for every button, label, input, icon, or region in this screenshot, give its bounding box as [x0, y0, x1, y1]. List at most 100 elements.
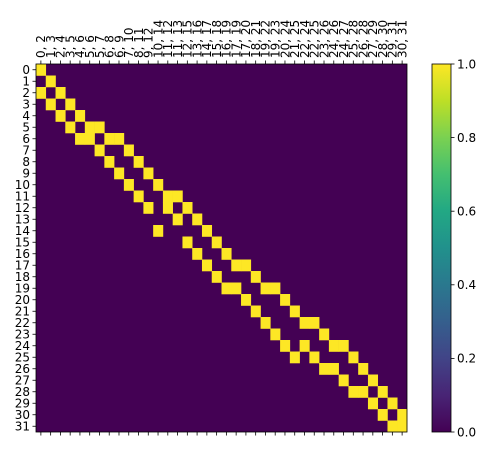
heatmap-cell [250, 305, 261, 318]
y-tick-label: 17 [15, 259, 30, 273]
heatmap-cell [201, 225, 213, 237]
y-tick-label: 12 [15, 201, 30, 215]
heatmap-cell [241, 294, 252, 306]
heatmap-cell [114, 133, 125, 145]
heatmap-cell [36, 64, 47, 76]
x-tick-label: 24, 26 [327, 20, 341, 58]
x-tick-label: 17, 20 [239, 20, 253, 58]
heatmap-cell [338, 374, 349, 387]
heatmap-cell [75, 133, 86, 145]
heatmap-cell [299, 317, 310, 329]
heatmap-cell [143, 202, 154, 214]
x-tick-label: 8, 11 [132, 27, 146, 58]
y-tick-label: 11 [15, 190, 30, 204]
x-tick-label: 10, 14 [151, 20, 165, 58]
heatmap-cell [358, 386, 369, 398]
heatmap-cell [104, 156, 115, 168]
heatmap-cell [84, 133, 95, 145]
y-tick-label: 5 [22, 121, 30, 135]
x-tick-label: 23, 26 [317, 20, 331, 58]
heatmap-cell [114, 167, 125, 180]
heatmap-cell [65, 121, 76, 134]
x-tick-label: 9, 12 [142, 27, 156, 58]
colorbar-ticks: 0.0 0.2 0.4 0.6 0.8 1.0 [451, 57, 476, 439]
x-tick-label: 28, 30 [376, 20, 390, 58]
x-tick-label: 17, 19 [229, 20, 243, 58]
x-tick-label: 22, 24 [298, 20, 312, 58]
x-axis-top: 0, 21, 32, 43, 54, 65, 65, 76, 86, 97, 1… [34, 20, 409, 64]
x-tick-label: 16, 19 [220, 20, 234, 58]
x-tick-label: 7, 10 [122, 27, 136, 58]
heatmap-cell [221, 282, 232, 295]
y-tick-label: 3 [22, 98, 30, 112]
y-tick-label: 0 [22, 63, 30, 77]
heatmap-cell [260, 282, 271, 295]
heatmap-cells [36, 64, 408, 433]
heatmap-cell [36, 87, 47, 99]
heatmap-cell [45, 75, 56, 88]
heatmap-cell [348, 386, 359, 398]
heatmap-cell [289, 351, 300, 364]
heatmap-cell [309, 351, 320, 364]
y-axis: 0123456789101112131415161718192021222324… [15, 63, 36, 434]
heatmap-cell [367, 374, 379, 387]
heatmap-cell [231, 282, 242, 295]
heatmap-cell [270, 328, 281, 341]
heatmap-cell [280, 340, 291, 352]
x-tick-label: 15, 18 [210, 20, 224, 58]
x-tick-label: 12, 15 [181, 20, 195, 58]
x-tick-label: 25, 28 [347, 20, 361, 58]
heatmap-cell [328, 363, 339, 375]
colorbar-tick-label: 0.0 [457, 425, 476, 439]
heatmap-cell [289, 305, 300, 318]
heatmap-cell [319, 328, 330, 341]
y-tick-label: 15 [15, 236, 30, 250]
y-tick-label: 27 [15, 374, 30, 388]
heatmap-cell [143, 167, 154, 180]
y-tick-label: 24 [15, 339, 30, 353]
heatmap-cell [377, 409, 388, 421]
x-tick-label: 29, 31 [386, 20, 400, 58]
y-tick-label: 2 [22, 86, 30, 100]
heatmap-cell [123, 144, 134, 157]
y-tick-label: 30 [15, 408, 30, 422]
heatmap-cell [211, 271, 222, 283]
x-tick-label: 13, 16 [190, 20, 204, 58]
y-tick-label: 14 [15, 224, 30, 238]
x-tick-label: 6, 8 [103, 35, 117, 58]
heatmap-cell [367, 397, 379, 410]
colorbar-gradient [432, 64, 451, 432]
heatmap-cell [377, 386, 388, 398]
y-tick-label: 26 [15, 362, 30, 376]
x-tick-label: 24, 27 [337, 20, 351, 58]
x-tick-label: 5, 6 [83, 35, 97, 58]
x-tick-label: 20, 24 [278, 20, 292, 58]
y-tick-label: 16 [15, 247, 30, 261]
x-tick-label: 2, 4 [54, 35, 68, 58]
heatmap-cell [397, 409, 408, 421]
heatmap-cell [309, 317, 320, 329]
heatmap-cell [162, 202, 173, 214]
y-tick-label: 4 [22, 109, 30, 123]
y-tick-label: 23 [15, 328, 30, 342]
heatmap-cell [55, 87, 66, 99]
x-tick-label: 1, 3 [44, 35, 58, 58]
y-tick-label: 31 [15, 420, 30, 434]
heatmap-cell [182, 202, 193, 214]
heatmap-cell [65, 98, 76, 111]
colorbar-tick-label: 0.4 [457, 278, 476, 292]
y-tick-label: 20 [15, 293, 30, 307]
heatmap-cell [94, 144, 105, 157]
heatmap-cell [260, 317, 271, 329]
heatmap-cell [84, 121, 95, 134]
x-tick-label: 21, 25 [288, 20, 302, 58]
heatmap-cell [153, 225, 164, 237]
colorbar-frame [431, 63, 452, 433]
y-tick-label: 18 [15, 270, 30, 284]
heatmap-cell [348, 351, 359, 364]
heatmap-cell [172, 213, 183, 226]
heatmap-cell [94, 121, 105, 134]
x-tick-label: 4, 6 [73, 35, 87, 58]
heatmap-cell [358, 363, 369, 375]
x-tick-label: 11, 12 [161, 20, 175, 58]
